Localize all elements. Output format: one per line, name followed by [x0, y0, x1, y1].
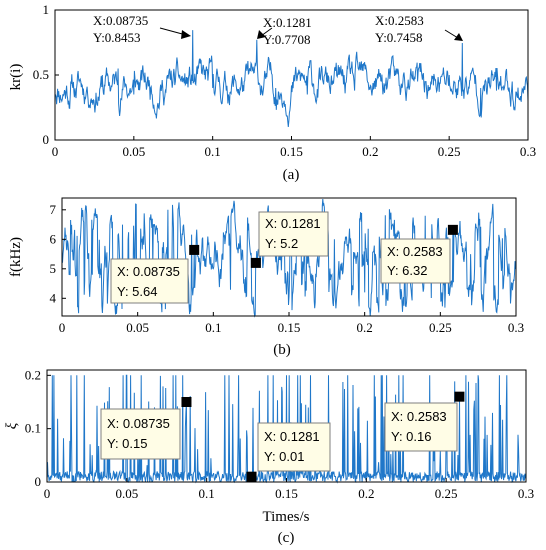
- x-tick-label: 0.05: [122, 144, 145, 159]
- x-tick-label: 0.3: [520, 144, 536, 159]
- x-tick-label: 0.3: [518, 486, 534, 501]
- panel-a-annotation-2: X:0.1281 Y:0.7708: [257, 15, 312, 47]
- x-tick-label: 0.15: [278, 320, 301, 335]
- x-tick-label: 0.2: [362, 144, 378, 159]
- annotation-x: X:0.08735: [93, 13, 148, 28]
- x-tick-label: 0.1: [205, 320, 221, 335]
- y-tick-label: 0: [35, 474, 42, 489]
- panel-b-yticks: 4 5 6 7: [50, 202, 66, 305]
- y-tick-label: 0: [43, 132, 50, 147]
- datatip-y: Y: 0.15: [107, 436, 147, 451]
- datatip-y: Y: 5.2: [265, 236, 298, 251]
- x-tick-label: 0.25: [438, 144, 461, 159]
- y-tick-label: 0.1: [25, 421, 41, 436]
- x-tick-label: 0.05: [115, 486, 138, 501]
- panel-b-caption: (b): [273, 342, 291, 358]
- annotation-y: Y:0.7708: [263, 32, 311, 47]
- datatip-box: [100, 408, 181, 460]
- panel-c-datatip-3: X: 0.2583 Y: 0.16: [384, 402, 458, 452]
- x-tick-label: 0.1: [205, 144, 221, 159]
- datatip-x: X: 0.2583: [387, 244, 443, 259]
- x-tick-label: 0.2: [358, 486, 374, 501]
- panel-c-xlabel: Times/s: [263, 509, 310, 525]
- panel-b-datatip-3: X: 0.2583 Y: 6.32: [380, 238, 451, 284]
- x-tick-label: 0.1: [199, 486, 215, 501]
- panel-c-datatip-2: X: 0.1281 Y: 0.01: [257, 422, 331, 472]
- panel-b-datatip-1: X: 0.08735 Y: 5.64: [110, 258, 189, 304]
- x-tick-label: 0: [52, 144, 59, 159]
- datatip-y: Y: 5.64: [117, 284, 157, 299]
- y-tick-label: 0.5: [33, 67, 49, 82]
- panel-c-xticks: 0 0.05 0.1 0.15 0.2 0.25 0.3: [44, 478, 534, 501]
- datatip-marker: [447, 224, 458, 235]
- x-tick-label: 0: [44, 486, 51, 501]
- datatip-x: X: 0.1281: [265, 216, 321, 231]
- x-tick-label: 0.05: [126, 320, 149, 335]
- arrowhead-icon: [181, 30, 191, 39]
- datatip-box: [384, 402, 458, 452]
- annotation-y: Y:0.7458: [375, 30, 423, 45]
- datatip-box: [257, 422, 331, 472]
- datatip-marker: [189, 244, 200, 255]
- y-tick-label: 5: [50, 261, 57, 276]
- annotation-x: X:0.2583: [375, 13, 424, 28]
- datatip-x: X: 0.08735: [117, 264, 180, 279]
- annotation-x: X:0.1281: [263, 15, 312, 30]
- datatip-marker: [181, 397, 192, 407]
- datatip-box: [380, 238, 451, 284]
- y-tick-label: 6: [50, 231, 57, 246]
- y-tick-label: 0.2: [25, 367, 41, 382]
- x-tick-label: 0: [59, 320, 66, 335]
- panel-a-annotation-3: X:0.2583 Y:0.7458: [375, 13, 463, 45]
- x-tick-label: 0.15: [275, 486, 298, 501]
- datatip-x: X: 0.1281: [264, 429, 320, 444]
- y-tick-label: 7: [50, 202, 57, 217]
- panel-a-signal: [54, 30, 529, 128]
- panel-c-yticks: 0 0.1 0.2: [25, 367, 51, 489]
- arrowhead-icon: [454, 33, 463, 41]
- datatip-y: Y: 0.16: [391, 429, 431, 444]
- datatip-x: X: 0.2583: [391, 409, 447, 424]
- panel-b-xticks: 0 0.05 0.1 0.15 0.2 0.25 0.3: [59, 312, 524, 335]
- panel-c-caption: (c): [278, 530, 295, 546]
- panel-c-ylabel: ξ: [4, 422, 20, 429]
- datatip-box: [110, 258, 189, 304]
- datatip-y: Y: 6.32: [387, 263, 427, 278]
- panel-a: 0 0.05 0.1 0.15 0.2 0.25 0.3 00.51 kr(i) (a) X…: [8, 2, 536, 183]
- panel-c-datatip-1: X: 0.08735 Y: 0.15: [100, 408, 181, 460]
- x-tick-label: 0.25: [429, 320, 452, 335]
- datatip-x: X: 0.08735: [107, 416, 170, 431]
- panel-a-ylabel: kr(i): [8, 64, 24, 91]
- datatip-box: [258, 211, 329, 257]
- arrowhead-icon: [257, 30, 266, 39]
- x-tick-label: 0.25: [435, 486, 458, 501]
- x-tick-label: 0.3: [508, 320, 524, 335]
- x-tick-label: 0.15: [280, 144, 303, 159]
- y-tick-label: 1: [43, 2, 50, 17]
- panel-a-caption: (a): [283, 167, 300, 183]
- x-tick-label: 0.2: [357, 320, 373, 335]
- y-tick-label: 4: [50, 290, 57, 305]
- panel-b: 0 0.05 0.1 0.15 0.2 0.25 0.3 4 5 6 7 f(kHz) (b) X…: [8, 197, 524, 358]
- panel-c: 0 0.05 0.1 0.15 0.2 0.25 0.3 0 0.1 0.2 ξ Times/s…: [4, 367, 534, 546]
- panel-b-ylabel: f(kHz): [8, 237, 24, 277]
- annotation-arrow: [444, 29, 459, 39]
- datatip-marker: [454, 391, 465, 402]
- panel-b-datatip-2: X: 0.1281 Y: 5.2: [258, 211, 329, 257]
- panel-a-yticks: 00.51: [33, 2, 59, 147]
- panel-a-xticks: 0 0.05 0.1 0.15 0.2 0.25 0.3: [52, 136, 536, 159]
- datatip-marker: [246, 471, 257, 482]
- datatip-marker: [250, 257, 261, 268]
- panel-a-annotation-1: X:0.08735 Y:0.8453: [93, 13, 191, 45]
- datatip-y: Y: 0.01: [264, 449, 304, 464]
- annotation-y: Y:0.8453: [93, 30, 141, 45]
